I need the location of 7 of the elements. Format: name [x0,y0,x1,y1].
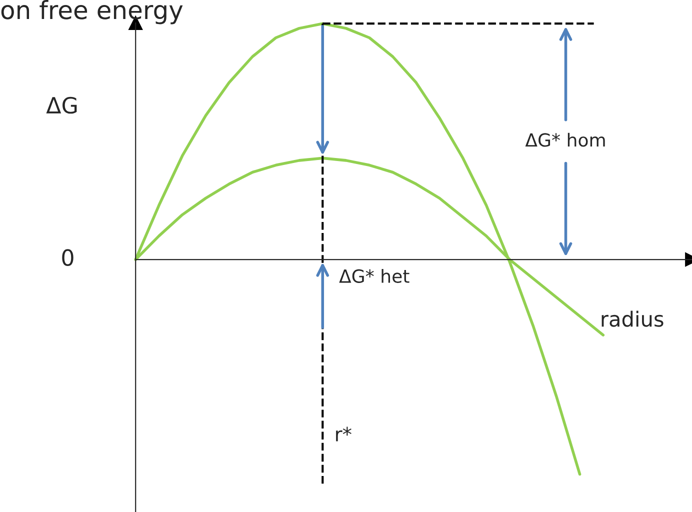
text: 0 [62,249,74,266]
chart-title: on free energy [1,0,183,24]
annotation: ΔG* hom [525,132,605,147]
text: r* [336,426,352,442]
annotation: ΔG* het [339,268,410,283]
x-axis-title: radius [602,310,664,327]
y-axis-title: ΔG [46,96,77,114]
